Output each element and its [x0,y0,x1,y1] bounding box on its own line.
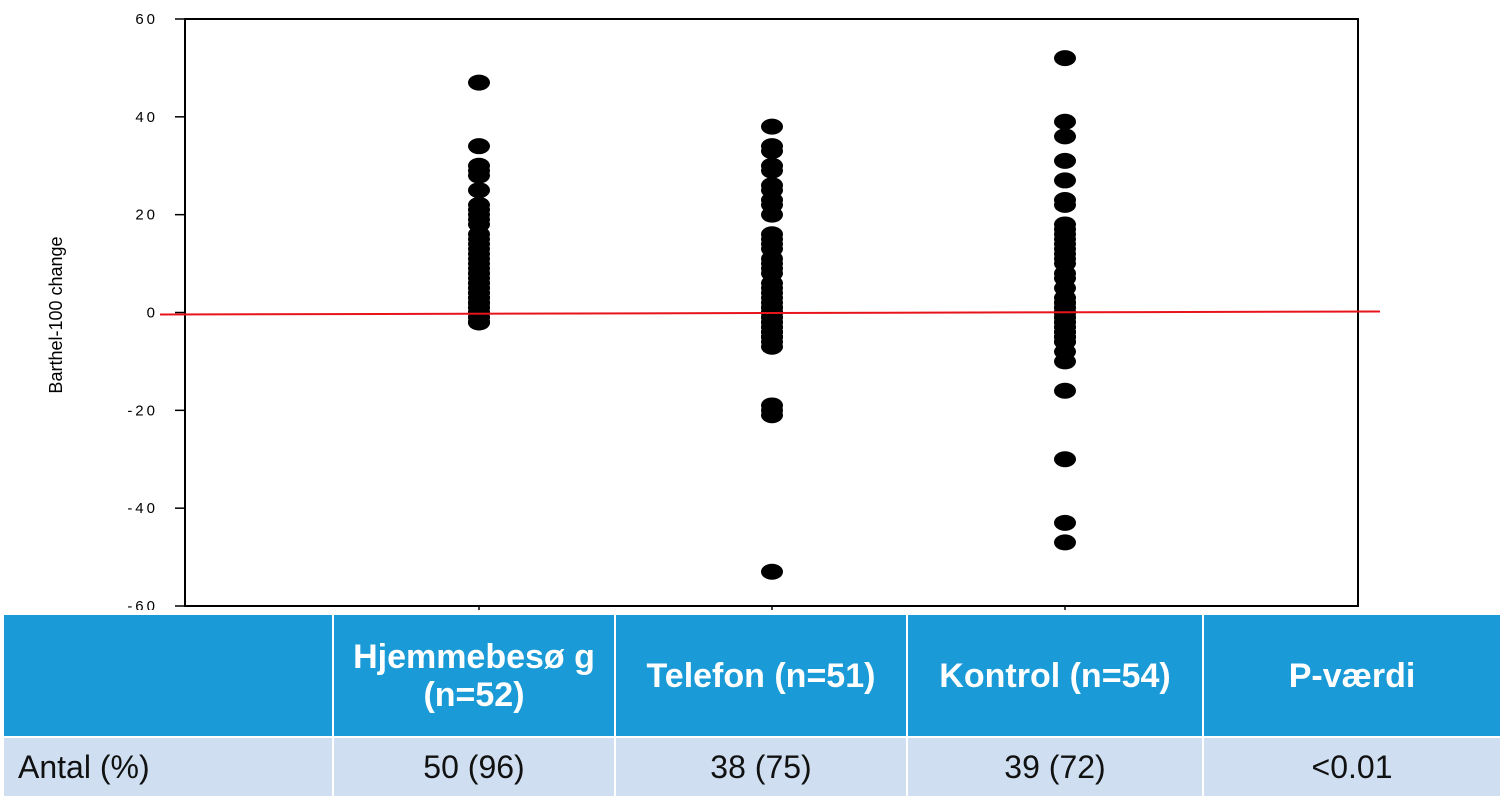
data-point [761,407,783,424]
data-point [761,563,783,580]
y-tick-label: 0 [147,305,158,322]
cell-kontrol: 39 (72) [906,736,1204,798]
data-point [1054,514,1076,531]
y-tick-label: -40 [127,500,158,517]
y-axis-title: Barthel-100 change [46,236,66,393]
data-point [1054,113,1076,130]
data-point [1054,196,1076,213]
table-row: Antal (%) 50 (96) 38 (75) 39 (72) <0.01 [2,736,1502,798]
header-hjemmebesog: Hjemmebesø g (n=52) [332,613,616,738]
data-point [761,162,783,179]
data-point [1054,382,1076,399]
data-point [468,138,490,155]
data-point [1054,50,1076,67]
data-points [468,50,1076,580]
summary-table: Hjemmebesø g (n=52) Telefon (n=51) Kontr… [2,613,1502,798]
data-point [1054,534,1076,551]
data-point [1054,451,1076,468]
data-point [468,167,490,184]
header-telefon: Telefon (n=51) [614,613,908,738]
y-tick-label: 20 [135,207,158,224]
x-ticks [478,606,1066,610]
cell-telefon: 38 (75) [614,736,908,798]
scatter-chart: 60 40 20 0 -20 -40 -60 Barthel-100 change [46,11,1381,610]
data-point [1054,353,1076,370]
zero-reference-line [159,310,1381,316]
data-point [468,314,490,331]
y-tick-label: 40 [135,109,158,126]
data-point [1054,309,1076,326]
data-point [1054,172,1076,189]
y-axis [175,18,185,607]
y-tick-label: 60 [135,11,158,28]
row-label-antal: Antal (%) [2,736,334,798]
data-point [468,182,490,199]
y-tick-label: -60 [127,598,158,610]
data-point [761,143,783,160]
y-tick-label: -20 [127,402,158,419]
data-point [468,74,490,91]
data-point [1054,128,1076,145]
data-point [761,206,783,223]
cell-hjemmebesog: 50 (96) [332,736,616,798]
header-p-vaerdi: P-værdi [1202,613,1502,738]
cell-p-vaerdi: <0.01 [1202,736,1502,798]
data-point [761,338,783,355]
table-header-row: Hjemmebesø g (n=52) Telefon (n=51) Kontr… [2,613,1502,738]
y-tick-labels: 60 40 20 0 -20 -40 -60 [127,11,158,610]
header-kontrol: Kontrol (n=54) [906,613,1204,738]
data-point [761,118,783,135]
header-empty [2,613,334,738]
data-point [1054,152,1076,169]
